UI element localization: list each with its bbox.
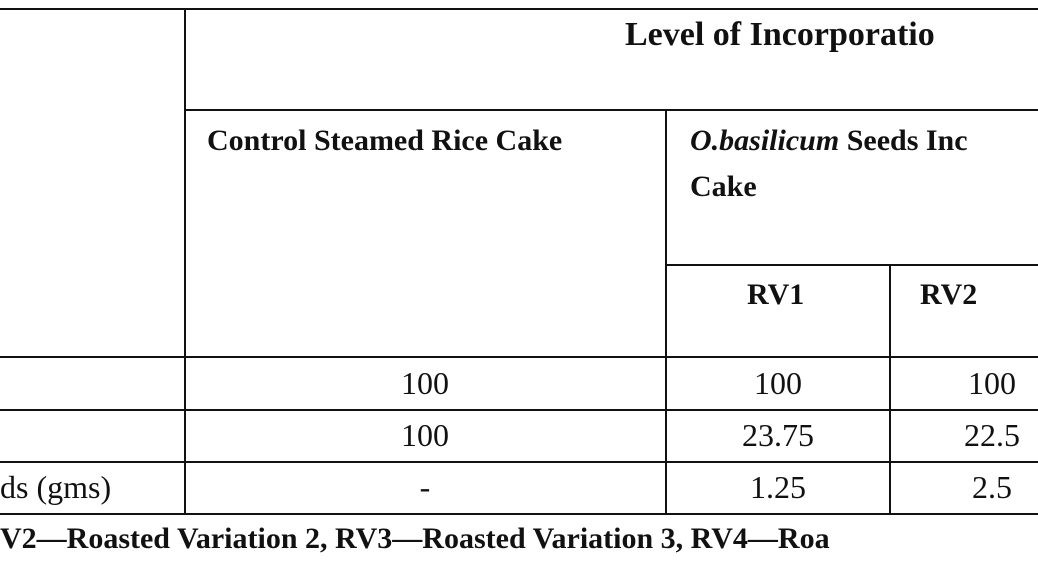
rule xyxy=(0,461,1038,463)
rule xyxy=(0,409,1038,411)
species: O.basilicum xyxy=(690,124,840,157)
rule xyxy=(184,8,186,515)
header-variation-text: Seeds Inc xyxy=(846,124,968,157)
header-title: Level of Incorporatio xyxy=(625,16,935,53)
rule xyxy=(0,8,1038,10)
cell: 23.75 xyxy=(742,417,814,453)
cell: 100 xyxy=(401,365,449,401)
cell: 2.5 xyxy=(972,469,1012,505)
header-variation: O.basilicum Seeds Inc Cake xyxy=(690,118,968,210)
header-control: Control Steamed Rice Cake xyxy=(207,124,563,157)
cell: 1.25 xyxy=(750,469,806,505)
cell: 100 xyxy=(754,365,802,401)
row-label: ds (gms) xyxy=(0,469,112,505)
footnote: V2—Roasted Variation 2, RV3—Roasted Vari… xyxy=(0,522,830,555)
subcolumn: RV2 xyxy=(920,278,978,311)
rule xyxy=(665,109,667,515)
header-variation-line2: Cake xyxy=(690,170,757,203)
rule xyxy=(0,356,1038,358)
cell: 100 xyxy=(401,417,449,453)
rule xyxy=(0,513,1038,515)
rule xyxy=(665,264,1038,266)
cell: - xyxy=(419,469,431,505)
rule xyxy=(184,109,1038,111)
subcolumn: RV1 xyxy=(747,278,805,311)
cell: 100 xyxy=(968,365,1016,401)
rule xyxy=(889,264,891,515)
cell: 22.5 xyxy=(964,417,1020,453)
